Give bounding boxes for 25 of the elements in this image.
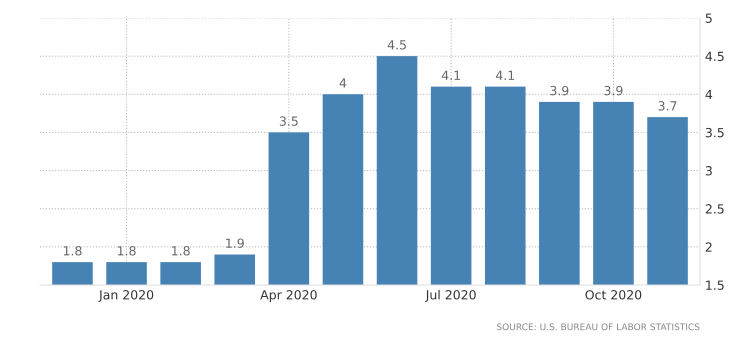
y-tick-label: 1.5 [706,280,724,290]
y-tick-label: 2.5 [706,204,724,214]
data-label: 1.8 [172,246,190,256]
y-tick-label: 4.5 [705,52,724,62]
x-tick-label: Apr 2020 [260,290,317,302]
data-label: 3.9 [550,86,568,96]
data-label: 1.8 [118,246,136,256]
y-tick-label: 2 [706,242,712,252]
x-tick-label: Jan 2020 [98,290,154,302]
y-tick-label: 4 [705,90,712,100]
data-label: 1.9 [226,238,244,248]
source-note: SOURCE: U.S. BUREAU OF LABOR STATISTICS [497,323,700,330]
x-tick-label: Oct 2020 [585,290,642,300]
data-label: 4.5 [388,40,406,50]
data-label: 4.1 [442,70,460,80]
data-label: 3.9 [604,86,623,96]
data-label: 4.1 [496,70,514,80]
data-label: 1.8 [64,246,82,256]
data-label: 4 [340,78,346,88]
y-tick-label: 5 [706,14,712,23]
data-label: 3.7 [658,101,676,111]
y-tick-label: 3.5 [706,128,724,138]
data-label: 3.5 [280,116,298,126]
y-tick-label: 3 [706,166,712,176]
x-tick-label: Jul 2020 [425,290,476,302]
